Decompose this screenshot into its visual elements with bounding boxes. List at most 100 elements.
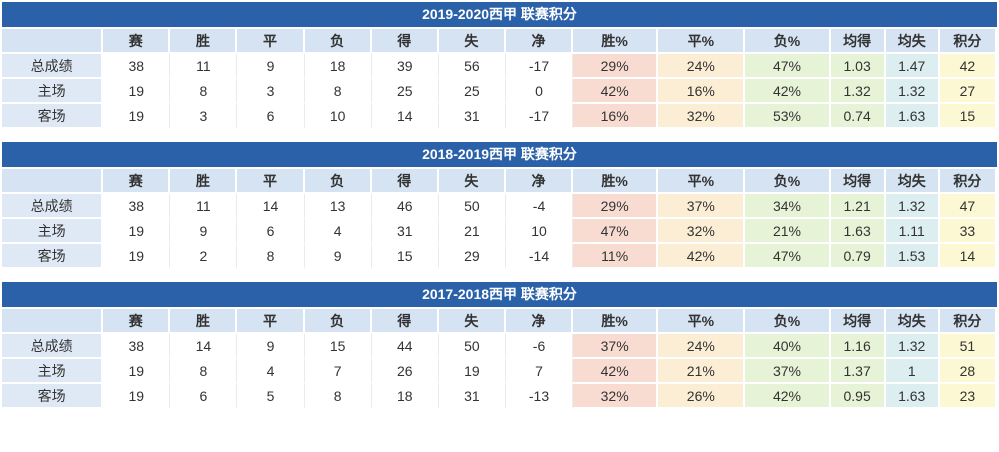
stat-cell: 14 [371,104,439,129]
row-label: 主场 [2,359,104,384]
stat-cell: 32% [658,219,746,244]
table-row: 客场 19 6 5 8 18 31 -13 32% 26% 42% 0.95 1.63 23 [2,384,997,409]
stat-cell: 14 [170,334,238,359]
stat-cell: 32% [658,104,746,129]
column-header: 负 [304,309,372,334]
stat-cell: 2 [170,244,238,269]
column-header: 均失 [885,29,940,54]
table-row: 总成绩 38 11 9 18 39 56 -17 29% 24% 47% 1.03 1.47 42 [2,54,997,79]
stat-cell: 24% [658,334,746,359]
column-header: 均得 [830,169,886,194]
column-header: 积分 [939,29,997,54]
stat-cell: 31 [371,219,439,244]
stat-cell: 3 [237,79,305,104]
table-title: 2017-2018西甲 联赛积分 [2,282,997,307]
stat-cell: 56 [438,54,506,79]
stat-cell: 38 [103,54,171,79]
stat-cell: 18 [304,54,372,79]
column-header: 平% [658,29,746,54]
column-header: 失 [438,169,506,194]
stat-cell: 26% [658,384,746,409]
stat-cell: 13 [304,194,372,219]
stat-cell: 16% [573,104,659,129]
stat-cell: 1.37 [830,359,886,384]
stat-cell: 31 [438,104,506,129]
stat-cell: 1 [885,359,940,384]
column-header: 均得 [830,29,886,54]
stat-cell: 47% [745,54,831,79]
stat-cell: 1.63 [885,104,940,129]
stat-cell: -4 [505,194,574,219]
stat-cell: 3 [170,104,238,129]
stat-cell: 46 [371,194,439,219]
stat-cell: 16% [658,79,746,104]
stat-cell: 31 [438,384,506,409]
stat-cell: 21 [438,219,506,244]
stat-cell: 50 [438,334,506,359]
stat-cell: 1.63 [830,219,886,244]
column-header: 均失 [885,309,940,334]
stat-cell: -13 [505,384,574,409]
column-header: 平% [658,169,746,194]
column-header: 净 [505,169,574,194]
table-title: 2019-2020西甲 联赛积分 [2,2,997,27]
stat-cell: 38 [103,334,171,359]
stat-cell: 14 [237,194,305,219]
stat-cell: 19 [103,244,171,269]
stat-cell: 42 [939,54,997,79]
table-title: 2018-2019西甲 联赛积分 [2,142,997,167]
stat-cell: 50 [438,194,506,219]
header-row: 赛胜平负得失净胜% 平% 负% 均得 均失 积分 [2,29,997,54]
stat-cell: -17 [505,54,574,79]
stat-cell: 42% [745,79,831,104]
column-header: 胜 [170,309,238,334]
stat-cell: 19 [103,359,171,384]
column-header: 赛 [103,169,171,194]
stat-cell: 37% [573,334,659,359]
stats-table: 赛胜平负得失净胜% 平% 负% 均得 均失 积分 总成绩 38 14 9 15 44 50 -6 37% 24… [2,309,997,409]
stat-cell: 1.32 [830,79,886,104]
stat-cell: 42% [658,244,746,269]
stat-cell: 47% [745,244,831,269]
column-header: 负% [745,169,831,194]
stat-cell: 47 [939,194,997,219]
row-label: 总成绩 [2,194,104,219]
column-header: 平 [237,309,305,334]
stat-cell: 7 [304,359,372,384]
stat-cell: 1.16 [830,334,886,359]
stat-cell: 0.74 [830,104,886,129]
column-header: 负% [745,29,831,54]
stat-cell: 1.32 [885,194,940,219]
column-header: 负% [745,309,831,334]
stats-table: 赛胜平负得失净胜% 平% 负% 均得 均失 积分 总成绩 38 11 14 13 46 50 -4 29% 3… [2,169,997,269]
table-row: 总成绩 38 11 14 13 46 50 -4 29% 37% 34% 1.21 1.32 47 [2,194,997,219]
stat-cell: 26 [371,359,439,384]
stat-cell: 19 [103,104,171,129]
stat-cell: 44 [371,334,439,359]
stat-cell: 19 [103,384,171,409]
stat-cell: 1.53 [885,244,940,269]
column-header: 净 [505,29,574,54]
column-header: 负 [304,29,372,54]
stat-cell: 8 [170,79,238,104]
stat-cell: 29% [573,54,659,79]
stat-cell: 11 [170,54,238,79]
stat-cell: 25 [371,79,439,104]
stat-cell: 39 [371,54,439,79]
column-header: 胜% [573,29,659,54]
stat-cell: 1.11 [885,219,940,244]
header-cell-empty [2,169,104,194]
row-label: 客场 [2,104,104,129]
stat-cell: 24% [658,54,746,79]
stat-cell: 0 [505,79,574,104]
stat-cell: 9 [237,334,305,359]
stat-cell: 4 [237,359,305,384]
stat-cell: 42% [745,384,831,409]
column-header: 积分 [939,169,997,194]
row-label: 总成绩 [2,334,104,359]
stat-cell: 23 [939,384,997,409]
stat-cell: 1.03 [830,54,886,79]
stat-cell: 1.47 [885,54,940,79]
column-header: 平% [658,309,746,334]
stat-cell: 0.79 [830,244,886,269]
